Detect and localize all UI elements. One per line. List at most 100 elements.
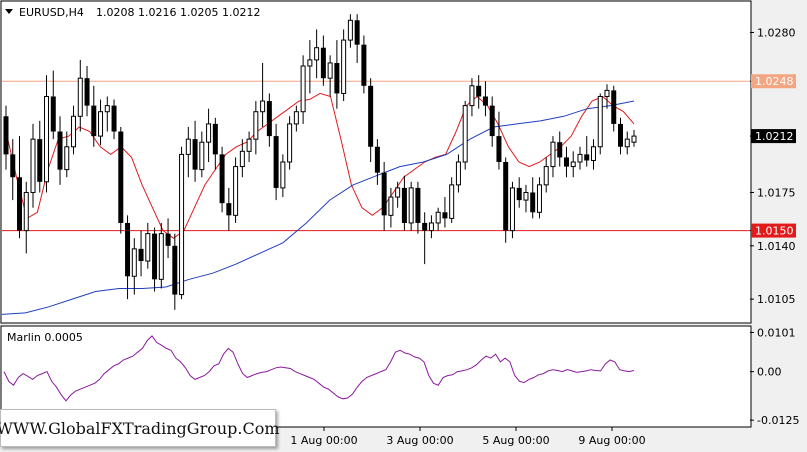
- candle-body-bull: [435, 211, 441, 224]
- candle-body-bear: [172, 245, 178, 295]
- candle-body-bull: [604, 89, 610, 97]
- candle-body-bull: [131, 248, 137, 277]
- oscillator-line: [3, 335, 635, 402]
- slow-ma-line: [1, 100, 635, 315]
- watermark-text: WWW.GlobalFXTradingGroup.Com: [0, 418, 280, 438]
- candle-body-bear: [84, 78, 90, 106]
- candle-body-bull: [469, 85, 475, 107]
- candle-body-bull: [428, 222, 434, 232]
- support-level-label: 1.0150: [755, 225, 794, 238]
- candle-body-bear: [401, 187, 407, 223]
- candle-body-bull: [71, 115, 77, 148]
- collapse-triangle-icon[interactable]: [5, 9, 13, 14]
- candle-body-bear: [219, 154, 225, 204]
- candle-body-bull: [341, 39, 347, 94]
- candle-body-bull: [509, 187, 515, 232]
- candle-body-bear: [557, 142, 563, 158]
- current-price-label: 1.0212: [755, 130, 794, 143]
- candle-body-bear: [334, 62, 340, 94]
- candle-body-bull: [23, 191, 29, 232]
- candle-body-bear: [422, 222, 428, 231]
- oscillator: [3, 335, 635, 402]
- candle-body-bear: [476, 85, 482, 97]
- candle-body-bear: [503, 162, 509, 231]
- candle-body-bull: [233, 166, 239, 216]
- candle-body-bear: [489, 105, 495, 137]
- price-tick-label: 1.0175: [757, 186, 796, 199]
- candle-body-bull: [199, 141, 205, 171]
- candle-body-bull: [314, 47, 320, 61]
- chart-ohlc: 1.0208 1.0216 1.0205 1.0212: [96, 6, 260, 19]
- candle-body-bull: [260, 100, 266, 113]
- candle-body-bear: [516, 187, 522, 201]
- candle-body-bull: [179, 153, 185, 296]
- candle-body-bear: [91, 105, 97, 137]
- candle-body-bear: [10, 154, 16, 178]
- candle-body-bull: [550, 141, 556, 168]
- candle-body-bull: [293, 111, 299, 125]
- candle-body-bear: [3, 116, 9, 155]
- candle-body-bear: [273, 136, 279, 188]
- time-tick-label: 5 Aug 00:00: [482, 434, 549, 447]
- candle-body-bear: [381, 172, 387, 216]
- candle-body-bull: [570, 161, 576, 168]
- time-tick-label: 3 Aug 00:00: [386, 434, 453, 447]
- candle-body-bull: [280, 161, 286, 189]
- candle-body-bull: [239, 150, 245, 168]
- time-tick-label: 9 Aug 00:00: [578, 434, 645, 447]
- candle-body-bull: [30, 138, 36, 193]
- candle-body-bear: [226, 203, 232, 216]
- candle-body-bear: [530, 192, 536, 213]
- candle-body-bear: [482, 96, 488, 106]
- candle-body-bull: [64, 146, 70, 171]
- candle-body-bull: [631, 135, 637, 143]
- resistance-level-label: 1.0248: [755, 75, 794, 88]
- candle-body-bear: [165, 233, 171, 246]
- candles: [3, 14, 637, 310]
- candle-body-bear: [361, 44, 367, 86]
- candle-body-bear: [496, 136, 502, 162]
- candle-body-bear: [125, 222, 131, 277]
- candle-body-bear: [611, 90, 617, 124]
- candle-body-bear: [50, 96, 56, 132]
- candle-body-bull: [327, 62, 333, 79]
- candle-body-bull: [462, 105, 468, 163]
- resistance-level-label-bg: [751, 74, 796, 89]
- candle-body-bull: [449, 184, 455, 219]
- candle-body-bull: [104, 105, 110, 113]
- time-tick-label: 1 Aug 00:00: [290, 434, 357, 447]
- candle-body-bull: [158, 233, 164, 280]
- candle-body-bull: [408, 187, 414, 224]
- candle-body-bear: [57, 131, 63, 170]
- fast-ma-line: [5, 92, 635, 239]
- candle-body-bull: [624, 138, 630, 148]
- candle-body-bear: [415, 187, 421, 223]
- osc-tick-label: 0.0101: [757, 326, 796, 339]
- candle-body-bull: [44, 95, 50, 183]
- candle-body-bear: [111, 105, 117, 132]
- candle-body-bull: [347, 19, 353, 41]
- candle-body-bear: [192, 139, 198, 170]
- moving-averages: [1, 92, 635, 315]
- price-tick-label: 1.0280: [757, 26, 796, 39]
- price-tick-label: 1.0140: [757, 240, 796, 253]
- candle-body-bull: [145, 233, 151, 262]
- candle-body-bear: [584, 154, 590, 161]
- candle-body-bear: [617, 123, 623, 147]
- chart-symbol: EURUSD,H4: [19, 6, 84, 19]
- candle-body-bull: [307, 59, 313, 67]
- candle-body-bull: [300, 65, 306, 113]
- time-axis: 1 Aug 00:00 3 Aug 00:00 5 Aug 00:00 9 Aug 0…: [290, 427, 646, 447]
- indicator-label: Marlin 0.0005: [7, 331, 83, 344]
- osc-tick-label: 0.00: [757, 366, 782, 379]
- candle-body-bull: [590, 146, 596, 161]
- price-tick-label: 1.0105: [757, 293, 796, 306]
- candle-body-bear: [442, 212, 448, 219]
- candle-body-bull: [388, 196, 394, 216]
- candle-body-bear: [368, 85, 374, 147]
- candle-body-bear: [563, 157, 569, 167]
- osc-tick-label: -0.0125: [757, 414, 799, 427]
- candle-body-bear: [37, 139, 43, 182]
- candle-body-bull: [395, 187, 401, 198]
